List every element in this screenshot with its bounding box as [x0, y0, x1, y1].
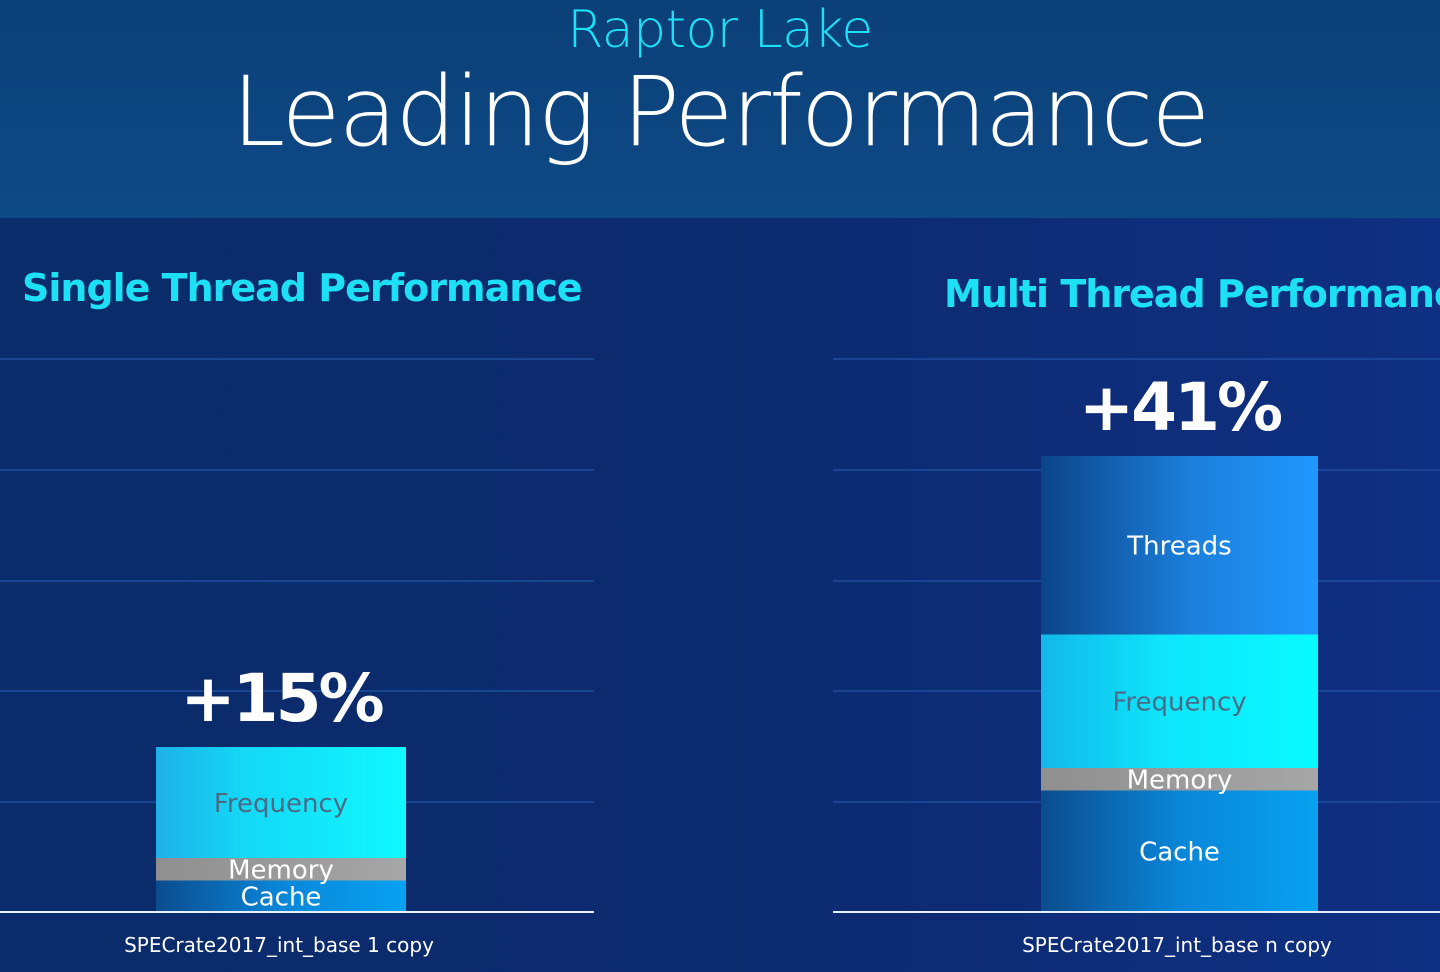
mt-segment-label-memory: Memory: [1127, 766, 1233, 796]
st-bar-cache: [156, 880, 406, 912]
multi-thread-title: Multi Thread Performance: [944, 272, 1440, 316]
st-bar-memory: [156, 858, 406, 881]
mt-segment-label-frequency: Frequency: [1112, 688, 1246, 718]
st-bar-frequency: [156, 747, 406, 858]
mt-bar-threads: [1041, 456, 1318, 635]
st-segment-label-cache: Cache: [241, 883, 322, 913]
single-thread-title: Single Thread Performance: [22, 266, 583, 310]
single-thread-caption: SPECrate2017_int_base 1 copy: [124, 933, 434, 957]
mt-bar-memory: [1041, 768, 1318, 791]
st-total-label: +15%: [180, 660, 383, 737]
header-band: Raptor Lake Leading Performance: [0, 0, 1440, 218]
mt-total-label: +41%: [1079, 369, 1282, 446]
mt-segment-label-cache: Cache: [1139, 838, 1220, 868]
slide-title: Leading Performance: [231, 56, 1211, 168]
mt-segment-label-threads: Threads: [1126, 532, 1231, 562]
slide-subtitle: Raptor Lake: [567, 0, 873, 60]
mt-bar-cache: [1041, 790, 1318, 912]
multi-thread-caption: SPECrate2017_int_base n copy: [1022, 933, 1332, 957]
st-segment-label-frequency: Frequency: [214, 789, 348, 819]
st-segment-label-memory: Memory: [228, 856, 334, 886]
mt-bar-frequency: [1041, 634, 1318, 768]
multi-thread-chart: Cache Memory Frequency Threads +41%: [833, 358, 1440, 913]
